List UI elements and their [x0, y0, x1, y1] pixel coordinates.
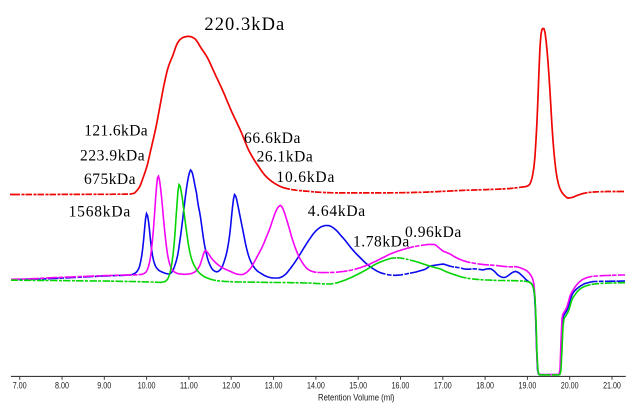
svg-text:66.6kDa: 66.6kDa	[244, 130, 301, 147]
svg-text:16.00: 16.00	[392, 381, 410, 392]
svg-text:13.00: 13.00	[265, 381, 283, 392]
svg-text:18.00: 18.00	[476, 381, 494, 392]
svg-text:223.9kDa: 223.9kDa	[80, 148, 145, 165]
svg-text:1568kDa: 1568kDa	[69, 203, 131, 220]
svg-text:4.64kDa: 4.64kDa	[308, 203, 366, 220]
svg-text:17.00: 17.00	[434, 381, 452, 392]
svg-text:26.1kDa: 26.1kDa	[257, 149, 314, 166]
svg-text:9.00: 9.00	[97, 381, 111, 392]
svg-text:15.00: 15.00	[349, 381, 367, 392]
svg-text:14.00: 14.00	[307, 381, 325, 392]
svg-text:21.00: 21.00	[603, 381, 621, 392]
svg-text:675kDa: 675kDa	[84, 171, 136, 188]
svg-text:1.78kDa: 1.78kDa	[353, 233, 410, 250]
svg-text:121.6kDa: 121.6kDa	[84, 123, 148, 140]
svg-text:0.96kDa: 0.96kDa	[405, 224, 462, 241]
svg-text:Retention Volume (ml): Retention Volume (ml)	[318, 393, 395, 403]
svg-text:10.00: 10.00	[138, 381, 156, 392]
svg-text:20.00: 20.00	[561, 381, 579, 392]
svg-text:11.00: 11.00	[180, 381, 198, 392]
svg-text:12.00: 12.00	[222, 381, 240, 392]
svg-text:10.6kDa: 10.6kDa	[276, 169, 335, 186]
svg-text:19.00: 19.00	[519, 381, 537, 392]
svg-text:8.00: 8.00	[55, 381, 69, 392]
svg-text:220.3kDa: 220.3kDa	[204, 15, 285, 35]
svg-text:7.00: 7.00	[13, 381, 27, 392]
